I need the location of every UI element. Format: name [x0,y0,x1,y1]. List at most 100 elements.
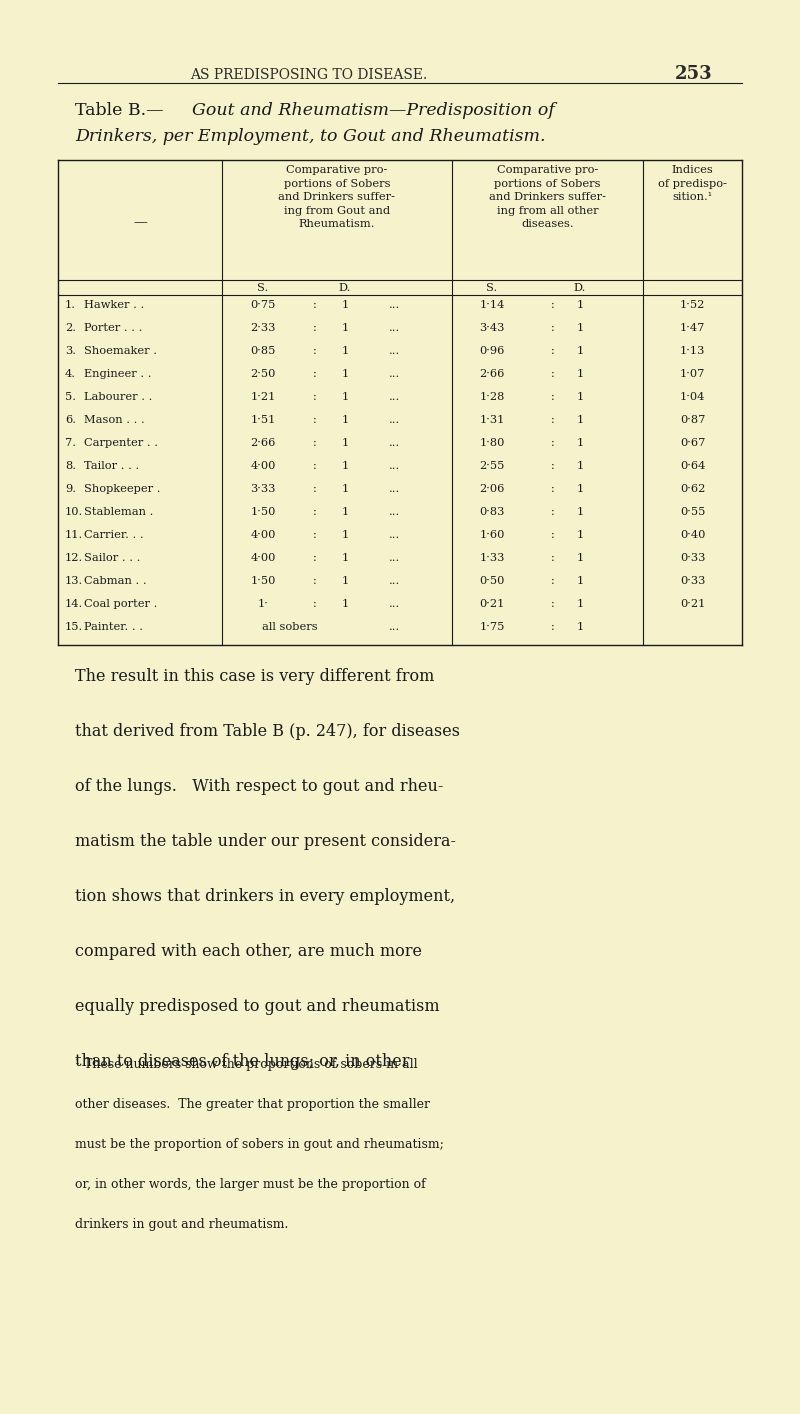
Text: Painter. . .: Painter. . . [84,622,143,632]
Text: ...: ... [390,369,401,379]
Text: 1: 1 [342,553,349,563]
Text: :: : [313,553,317,563]
Text: 0·64: 0·64 [680,461,705,471]
Text: :: : [313,461,317,471]
Text: Table B.—: Table B.— [75,102,163,119]
Text: S.: S. [258,283,269,293]
Text: 0·40: 0·40 [680,530,705,540]
Text: :: : [313,600,317,609]
Text: 1: 1 [576,553,584,563]
Text: 1: 1 [342,300,349,310]
Text: 1·50: 1·50 [250,575,276,585]
Text: ...: ... [390,300,401,310]
Text: 11.: 11. [65,530,83,540]
Text: 1·31: 1·31 [479,414,505,426]
Text: :: : [313,530,317,540]
Text: :: : [313,484,317,493]
Text: ...: ... [390,461,401,471]
Text: 1: 1 [576,530,584,540]
Text: 1: 1 [342,322,349,334]
Text: 1: 1 [342,369,349,379]
Text: 1: 1 [342,438,349,448]
Text: 1·60: 1·60 [479,530,505,540]
Text: 4.: 4. [65,369,76,379]
Text: 12.: 12. [65,553,83,563]
Text: S.: S. [486,283,498,293]
Text: 253: 253 [675,65,713,83]
Text: :: : [551,369,555,379]
Text: 2·50: 2·50 [250,369,276,379]
Text: :: : [313,346,317,356]
Text: Gout and Rheumatism—Predisposition of: Gout and Rheumatism—Predisposition of [192,102,554,119]
Text: than to diseases of the lungs; or, in other: than to diseases of the lungs; or, in ot… [75,1053,410,1070]
Text: 2.: 2. [65,322,76,334]
Text: 1·14: 1·14 [479,300,505,310]
Text: 0·96: 0·96 [479,346,505,356]
Text: 6.: 6. [65,414,76,426]
Text: 1: 1 [342,508,349,518]
Text: ...: ... [390,392,401,402]
Text: 4·00: 4·00 [250,461,276,471]
Text: D.: D. [574,283,586,293]
Text: :: : [313,575,317,585]
Text: 1: 1 [342,530,349,540]
Text: other diseases.  The greater that proportion the smaller: other diseases. The greater that proport… [75,1099,430,1111]
Text: 0·33: 0·33 [680,553,705,563]
Text: Tailor . . .: Tailor . . . [84,461,139,471]
Text: 1·51: 1·51 [250,414,276,426]
Text: 1: 1 [576,392,584,402]
Text: :: : [551,392,555,402]
Text: :: : [551,461,555,471]
Text: 1: 1 [576,461,584,471]
Text: ...: ... [390,414,401,426]
Text: or, in other words, the larger must be the proportion of: or, in other words, the larger must be t… [75,1178,426,1191]
Text: :: : [551,575,555,585]
Text: Labourer . .: Labourer . . [84,392,152,402]
Text: :: : [551,322,555,334]
Text: :: : [551,553,555,563]
Text: 1: 1 [576,484,584,493]
Text: all sobers: all sobers [262,622,318,632]
Text: :: : [551,530,555,540]
Text: :: : [551,300,555,310]
Text: Comparative pro-
portions of Sobers
and Drinkers suffer-
ing from all other
dise: Comparative pro- portions of Sobers and … [489,165,606,229]
Text: :: : [551,438,555,448]
Text: that derived from Table B (p. 247), for diseases: that derived from Table B (p. 247), for … [75,723,460,740]
Text: tion shows that drinkers in every employment,: tion shows that drinkers in every employ… [75,888,455,905]
Text: :: : [313,392,317,402]
Text: 1: 1 [576,600,584,609]
Text: 0·75: 0·75 [250,300,276,310]
Text: equally predisposed to gout and rheumatism: equally predisposed to gout and rheumati… [75,998,440,1015]
Text: 5.: 5. [65,392,76,402]
Text: 1: 1 [342,484,349,493]
Text: 2·66: 2·66 [250,438,276,448]
Text: 15.: 15. [65,622,83,632]
Text: 13.: 13. [65,575,83,585]
Text: :: : [551,508,555,518]
Text: 0·87: 0·87 [680,414,705,426]
Text: 3.: 3. [65,346,76,356]
Text: 9.: 9. [65,484,76,493]
Text: 1: 1 [342,346,349,356]
Text: :: : [313,300,317,310]
Text: 0·67: 0·67 [680,438,705,448]
Text: of the lungs.   With respect to gout and rheu-: of the lungs. With respect to gout and r… [75,778,443,795]
Text: 1·04: 1·04 [680,392,705,402]
Text: matism the table under our present considera-: matism the table under our present consi… [75,833,456,850]
Text: 1·33: 1·33 [479,553,505,563]
Text: 1·: 1· [258,600,269,609]
Text: Stableman .: Stableman . [84,508,154,518]
Text: 1: 1 [576,508,584,518]
Text: 1: 1 [342,461,349,471]
Text: 1·52: 1·52 [680,300,705,310]
Text: Hawker . .: Hawker . . [84,300,144,310]
Text: ¹ These numbers show the proportions of sobers in all: ¹ These numbers show the proportions of … [75,1058,418,1070]
Text: ...: ... [390,553,401,563]
Text: 1: 1 [576,322,584,334]
Text: ...: ... [390,346,401,356]
Text: Cabman . .: Cabman . . [84,575,146,585]
Text: 1·21: 1·21 [250,392,276,402]
Text: compared with each other, are much more: compared with each other, are much more [75,943,422,960]
Text: 0·85: 0·85 [250,346,276,356]
Text: :: : [551,346,555,356]
